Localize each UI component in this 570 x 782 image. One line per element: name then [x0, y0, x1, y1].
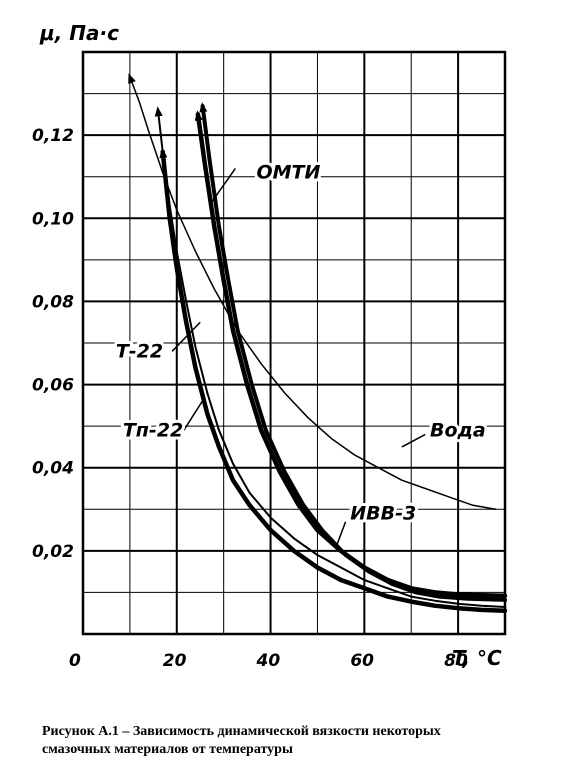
series-arrow: [128, 73, 136, 84]
x-tick-label: 40: [256, 651, 281, 671]
chart-tick-labels: 0 20 40 60 80 0,02 0,04 0,06 0,08 0,10 0,12: [32, 126, 468, 671]
chart-series: [128, 73, 508, 613]
caption-line-1: Рисунок А.1 – Зависимость динамической в…: [42, 724, 441, 739]
x-tick-label: 80: [444, 651, 468, 671]
y-tick-label: 0,04: [32, 459, 74, 479]
y-axis-label: μ, Па·с: [39, 21, 119, 45]
series-leader-line: [171, 321, 201, 352]
series-label: Т-22: [116, 340, 163, 362]
series-leader-line: [401, 433, 426, 448]
series-line-омти: [195, 112, 508, 599]
x-tick-label: 0: [69, 651, 81, 671]
series-label-halo: ОМТИ: [256, 162, 320, 184]
y-tick-label: 0,12: [32, 126, 74, 146]
y-tick-label: 0,02: [32, 542, 74, 562]
series-label: ОМТИ: [256, 162, 320, 184]
series-label-halo: ИВВ-3: [350, 502, 416, 524]
series-label: Вода: [430, 419, 486, 441]
series-label-halo: Вода: [430, 419, 486, 441]
x-axis-label: T, °C: [452, 646, 502, 670]
chart-series-labels: ОМТИОМТИИВВ-3ИВВ-3ВодаВодаТ-22Т-22Тп-22Т…: [113, 159, 489, 528]
series-line-тп-22: [160, 149, 508, 613]
y-tick-label: 0,10: [32, 209, 74, 229]
y-tick-label: 0,08: [32, 292, 74, 312]
x-tick-label: 60: [350, 651, 374, 671]
caption-line-2: смазочных материалов от температуры: [42, 742, 293, 757]
series-leader-line: [183, 396, 206, 431]
series-arrow: [194, 110, 203, 121]
series-label-halo: Тп-22: [123, 419, 183, 441]
x-tick-label: 20: [163, 651, 187, 671]
series-leader-line: [335, 521, 347, 547]
figure-caption: Рисунок А.1 – Зависимость динамической в…: [42, 723, 562, 759]
series-arrow: [199, 102, 208, 113]
viscosity-chart: 0 20 40 60 800,020,040,060,080,100,12 ОМТИОМ…: [32, 21, 508, 671]
series-label: Тп-22: [123, 419, 183, 441]
series-line-ивв-3: [200, 104, 507, 602]
series-label-halo: Т-22: [116, 340, 163, 362]
series-arrow: [154, 106, 163, 117]
series-label: ИВВ-3: [350, 502, 416, 524]
y-tick-label: 0,06: [32, 376, 74, 396]
plot-frame: [81, 50, 507, 636]
series-arrow: [159, 147, 168, 159]
series-line-т-22: [157, 109, 506, 608]
